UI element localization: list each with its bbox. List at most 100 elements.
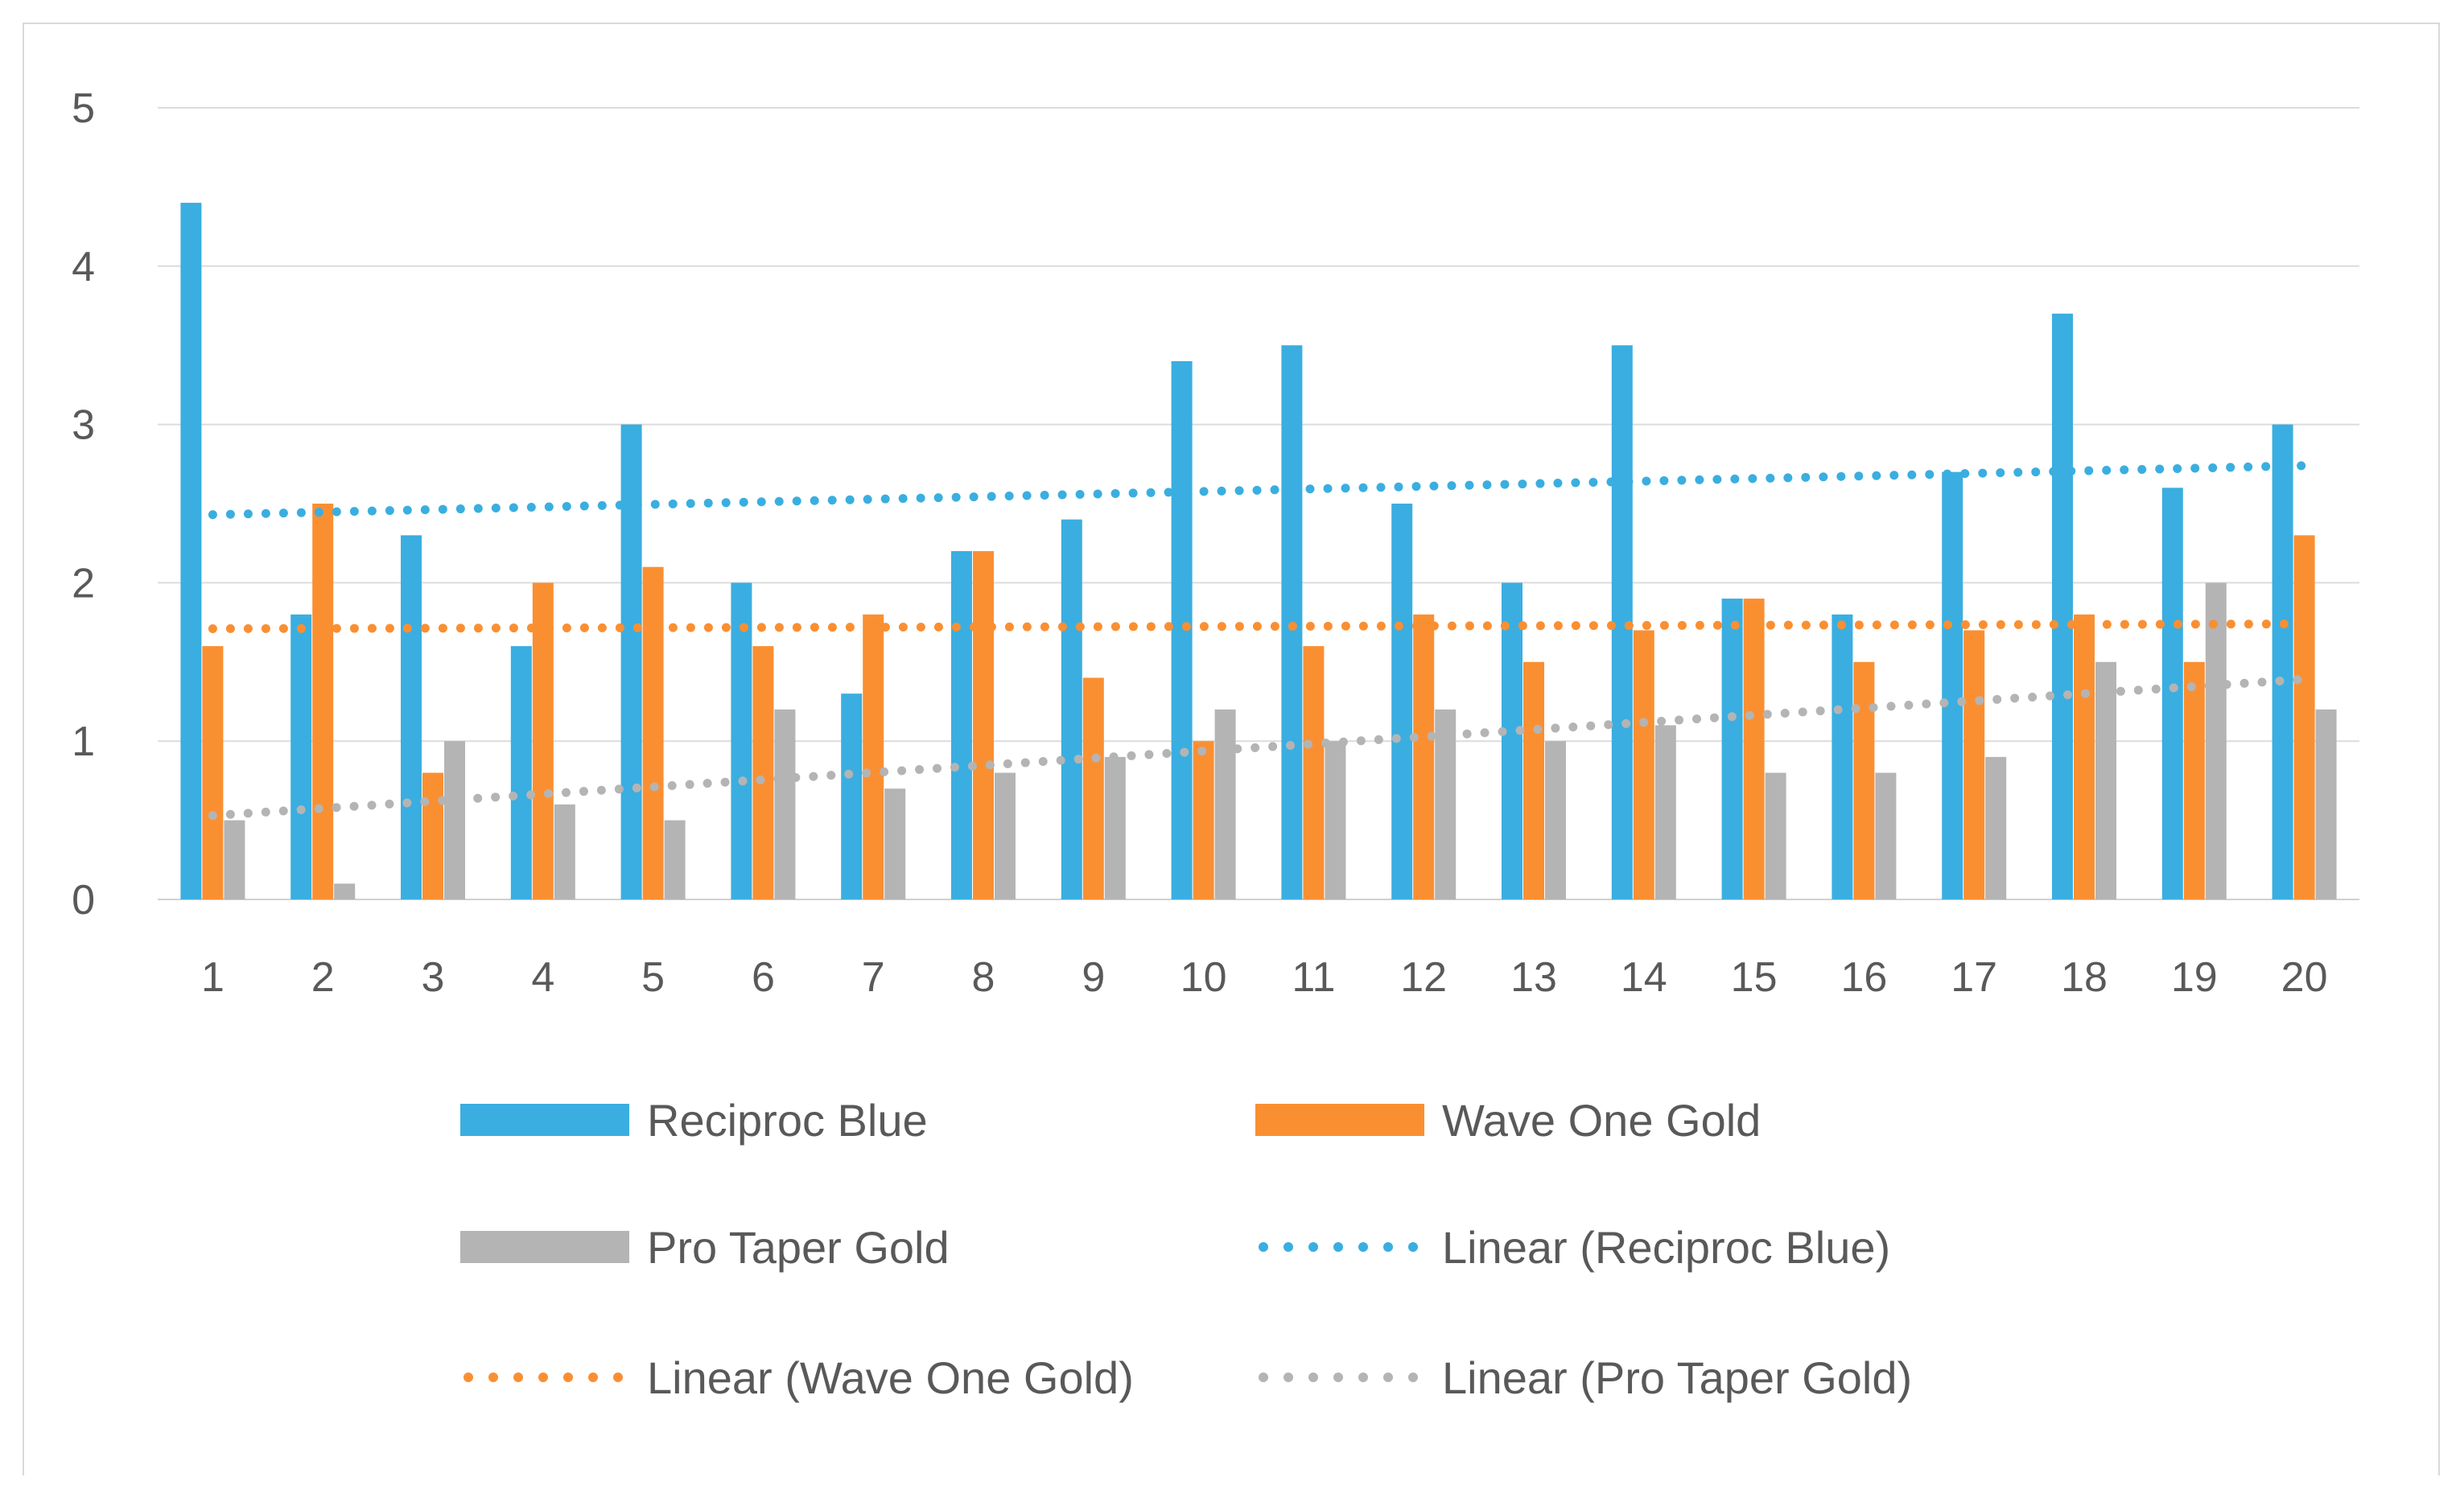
- bar-reciproc-blue: [2052, 313, 2073, 900]
- x-tick-label: 18: [2061, 954, 2108, 1001]
- bar-reciproc-blue: [1391, 504, 1413, 899]
- bar-pro-taper-gold: [1985, 756, 2007, 899]
- bar-wave-one-gold: [863, 614, 884, 899]
- legend-label: Linear (Reciproc Blue): [1442, 1222, 1890, 1273]
- bar-wave-one-gold: [973, 551, 994, 899]
- y-tick-label: 5: [72, 85, 95, 132]
- x-tick-label: 12: [1400, 954, 1447, 1001]
- x-tick-label: 9: [1082, 954, 1105, 1001]
- legend-item: Pro Taper Gold: [460, 1222, 950, 1273]
- gridlines: [158, 107, 2359, 900]
- bar-pro-taper-gold: [884, 788, 906, 899]
- bar-wave-one-gold: [1633, 630, 1654, 899]
- bar-reciproc-blue: [180, 203, 202, 899]
- bar-reciproc-blue: [1171, 360, 1193, 899]
- bar-reciproc-blue: [510, 646, 532, 899]
- bar-reciproc-blue: [2161, 488, 2183, 899]
- bar-reciproc-blue: [1832, 614, 1853, 899]
- x-tick-label: 13: [1510, 954, 1557, 1001]
- trendline-linear-pro-taper-gold: [208, 674, 2309, 821]
- x-tick-label: 4: [531, 954, 554, 1001]
- legend-swatch: [1255, 1104, 1424, 1136]
- bar-pro-taper-gold: [2315, 709, 2337, 899]
- bar-wave-one-gold: [1303, 646, 1325, 899]
- x-tick-label: 17: [1951, 954, 1997, 1001]
- legend-item: Linear (Wave One Gold): [464, 1352, 1134, 1403]
- x-tick-label: 6: [752, 954, 775, 1001]
- y-axis-tick-labels: 0 1 2 3 4 5: [72, 85, 95, 924]
- bar-pro-taper-gold: [2205, 582, 2227, 899]
- x-tick-label: 10: [1180, 954, 1227, 1001]
- legend-label: Linear (Pro Taper Gold): [1442, 1352, 1912, 1403]
- x-tick-label: 2: [311, 954, 335, 1001]
- bar-reciproc-blue: [2272, 424, 2293, 899]
- bar-reciproc-blue: [1721, 599, 1743, 899]
- bar-reciproc-blue: [951, 551, 972, 899]
- bar-pro-taper-gold: [1435, 709, 1457, 899]
- trendline-linear-wave-one-gold: [208, 619, 2309, 633]
- x-tick-label: 14: [1621, 954, 1667, 1001]
- bar-wave-one-gold: [1082, 677, 1104, 899]
- bar-wave-one-gold: [2074, 614, 2095, 899]
- bar-reciproc-blue: [1502, 582, 1522, 899]
- x-tick-label: 7: [862, 954, 885, 1001]
- bar-wave-one-gold: [202, 646, 224, 899]
- y-tick-label: 4: [72, 244, 95, 290]
- bar-pro-taper-gold: [1765, 772, 1786, 899]
- x-tick-label: 16: [1840, 954, 1887, 1001]
- bar-pro-taper-gold: [554, 804, 575, 899]
- legend-label: Pro Taper Gold: [647, 1222, 950, 1273]
- legend: Reciproc Blue Wave One Gold Pro Taper Gold…: [460, 1095, 1912, 1403]
- bar-reciproc-blue: [290, 614, 312, 899]
- bar-wave-one-gold: [1413, 614, 1435, 899]
- bar-pro-taper-gold: [1214, 709, 1236, 899]
- bar-wave-one-gold: [532, 582, 554, 899]
- bars: [180, 203, 2337, 900]
- bar-wave-one-gold: [1743, 599, 1765, 899]
- bar-reciproc-blue: [401, 535, 422, 899]
- bar-pro-taper-gold: [2095, 661, 2116, 899]
- bar-wave-one-gold: [312, 504, 334, 899]
- x-tick-label: 15: [1731, 954, 1778, 1001]
- legend-label: Linear (Wave One Gold): [647, 1352, 1134, 1403]
- legend-item: Linear (Reciproc Blue): [1259, 1222, 1890, 1273]
- x-tick-label: 1: [201, 954, 225, 1001]
- x-tick-label: 19: [2171, 954, 2218, 1001]
- bar-pro-taper-gold: [224, 820, 245, 899]
- bar-wave-one-gold: [2293, 535, 2315, 899]
- bar-wave-one-gold: [642, 566, 664, 899]
- x-tick-label: 11: [1292, 954, 1335, 1001]
- bar-wave-one-gold: [752, 646, 774, 899]
- bar-pro-taper-gold: [1545, 741, 1566, 899]
- bar-pro-taper-gold: [1104, 756, 1126, 899]
- bar-wave-one-gold: [1523, 661, 1544, 899]
- y-tick-label: 2: [72, 560, 95, 607]
- bar-reciproc-blue: [1061, 519, 1082, 899]
- bar-pro-taper-gold: [334, 883, 356, 899]
- x-tick-label: 20: [2281, 954, 2328, 1001]
- trendlines: [208, 461, 2309, 821]
- legend-swatch: [460, 1231, 629, 1263]
- bar-wave-one-gold: [1193, 741, 1214, 899]
- bar-wave-one-gold: [2183, 661, 2205, 899]
- bar-wave-one-gold: [1853, 661, 1875, 899]
- bar-pro-taper-gold: [1654, 725, 1676, 899]
- legend-item: Wave One Gold: [1255, 1095, 1761, 1146]
- y-tick-label: 0: [72, 877, 95, 924]
- bar-pro-taper-gold: [664, 820, 686, 899]
- bar-pro-taper-gold: [1875, 772, 1897, 899]
- bar-reciproc-blue: [841, 693, 863, 899]
- x-tick-label: 8: [972, 954, 995, 1001]
- trendline-linear-reciproc-blue: [208, 461, 2309, 520]
- bar-wave-one-gold: [422, 772, 443, 899]
- bar-reciproc-blue: [731, 582, 752, 899]
- bar-pro-taper-gold: [995, 772, 1016, 899]
- bar-wave-one-gold: [1963, 630, 1985, 899]
- bar-pro-taper-gold: [774, 709, 796, 899]
- legend-label: Reciproc Blue: [647, 1095, 928, 1146]
- bar-reciproc-blue: [1942, 471, 1963, 899]
- x-tick-label: 5: [641, 954, 665, 1001]
- bar-reciproc-blue: [620, 424, 642, 899]
- y-tick-label: 1: [72, 718, 95, 765]
